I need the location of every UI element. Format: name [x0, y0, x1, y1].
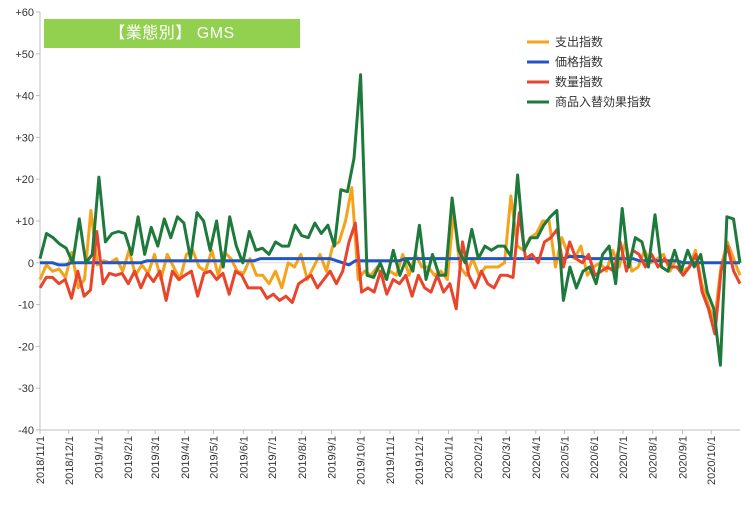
x-tick-label-6: 2019/5/1	[209, 436, 221, 479]
x-tick-label-4: 2019/3/1	[150, 436, 162, 479]
y-tick-label-2: +40	[15, 91, 34, 103]
x-tick-label-14: 2020/1/1	[443, 436, 455, 479]
y-tick-label-10: -40	[18, 425, 34, 437]
y-tick-label-1: +50	[15, 49, 34, 61]
x-tick-label-21: 2020/8/1	[648, 436, 660, 479]
x-tick-label-8: 2019/7/1	[267, 436, 279, 479]
x-tick-label-16: 2020/3/1	[501, 436, 513, 479]
x-tick-label-0: 2018/11/1	[35, 436, 47, 484]
x-tick-label-15: 2020/2/1	[473, 436, 485, 479]
x-tick-label-12: 2019/11/1	[385, 436, 397, 484]
y-tick-label-7: -10	[18, 300, 34, 312]
legend-label-0: 支出指数	[555, 34, 603, 49]
x-tick-label-3: 2019/2/1	[123, 436, 135, 479]
x-tick-label-7: 2019/6/1	[238, 436, 250, 479]
legend-label-3: 商品入替効果指数	[555, 94, 651, 109]
y-tick-label-0: +60	[15, 7, 34, 19]
legend-label-1: 価格指数	[555, 54, 603, 69]
y-tick-label-3: +30	[15, 132, 34, 144]
x-tick-label-18: 2020/5/1	[560, 436, 572, 479]
legend-label-2: 数量指数	[555, 74, 603, 89]
chart-title: 【業態別】 GMS	[44, 19, 300, 48]
series-line-3	[38, 73, 742, 367]
x-tick-label-11: 2019/10/1	[355, 436, 367, 485]
x-tick-label-1: 2018/12/1	[64, 436, 76, 485]
y-tick-label-9: -30	[18, 383, 34, 395]
x-tick-label-2: 2019/1/1	[93, 436, 105, 479]
x-tick-label-23: 2020/10/1	[706, 436, 718, 485]
series-line-2	[38, 211, 742, 336]
x-tick-label-19: 2020/6/1	[589, 436, 601, 479]
y-tick-label-4: +20	[15, 174, 34, 186]
x-tick-label-9: 2019/8/1	[297, 436, 309, 479]
x-tick-label-22: 2020/9/1	[677, 436, 689, 479]
x-tick-label-13: 2019/12/1	[414, 436, 426, 485]
x-tick-label-20: 2020/7/1	[618, 436, 630, 479]
y-tick-label-6: 0	[28, 258, 34, 270]
y-tick-label-5: +10	[15, 216, 34, 228]
x-tick-label-17: 2020/4/1	[531, 436, 543, 479]
x-tick-label-10: 2019/9/1	[327, 436, 339, 479]
x-tick-label-5: 2019/4/1	[180, 436, 192, 479]
y-tick-label-8: -20	[18, 341, 34, 353]
